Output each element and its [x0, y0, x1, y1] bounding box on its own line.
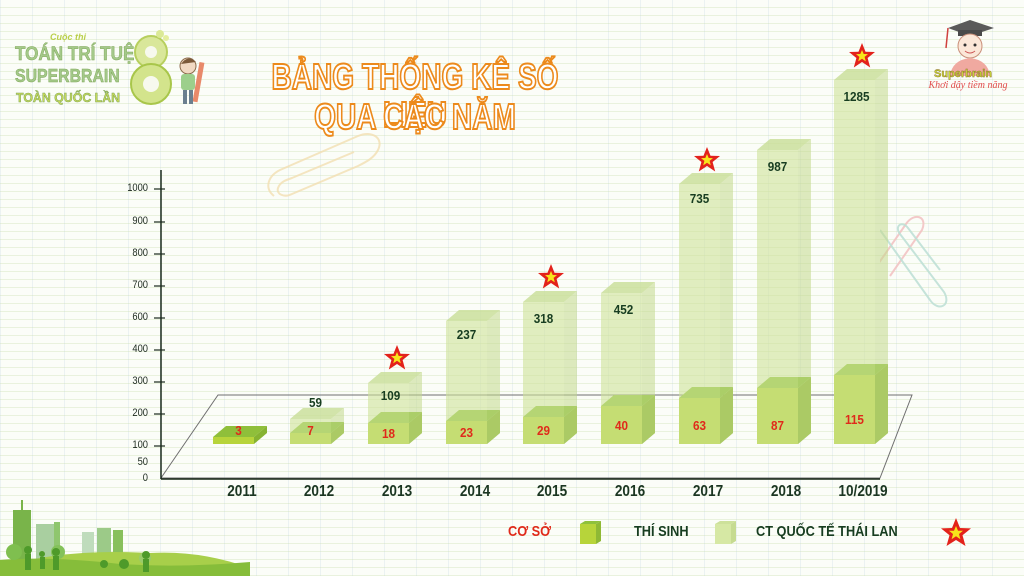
logo-line1: TOÁN TRÍ TUỆ [15, 44, 135, 66]
x-axis-label: 2018 [770, 483, 802, 500]
logo-line2: SUPERBRAIN [15, 66, 120, 87]
co-so-value: 63 [692, 418, 707, 433]
bar-2015 [523, 264, 577, 444]
bar-2016 [601, 282, 655, 444]
co-so-value: 87 [770, 418, 785, 433]
co-so-value: 18 [381, 426, 396, 441]
thi-sinh-value: 735 [689, 191, 710, 206]
slogan-text: Khơi dậy tiềm năng [928, 80, 1008, 91]
y-tick-label: 200 [132, 407, 148, 419]
y-tick-label: 100 [132, 439, 148, 451]
superbrain-brand-text: Superbrain [934, 68, 993, 80]
y-tick-label: 0 [142, 472, 148, 484]
y-tick-label: 400 [132, 343, 148, 355]
number-eight-balloon-icon [130, 30, 172, 105]
thi-sinh-value: 452 [613, 302, 634, 317]
city-landscape-decoration [0, 500, 250, 576]
paperclip-decoration-right-red [880, 215, 948, 308]
bar-2018 [757, 139, 811, 444]
co-so-value: 115 [845, 412, 864, 427]
legend-thi-sinh-label: THÍ SINH [634, 523, 689, 540]
paperclip-decoration-left [267, 132, 381, 197]
thi-sinh-value: 59 [308, 395, 323, 410]
co-so-value: 40 [614, 418, 629, 433]
bar-2012 [290, 408, 344, 444]
graduate-mascot-icon [945, 20, 994, 76]
boy-with-pencil-icon [179, 57, 205, 104]
chart-title-line1: BẢNG THỐNG KÊ SỐ LIỆU [271, 56, 560, 135]
x-axis-label: 2012 [303, 483, 335, 500]
bar-2013 [368, 345, 422, 444]
y-tick-label: 900 [132, 215, 148, 227]
x-axis-label: 2015 [536, 483, 568, 500]
co-so-value: 3 [235, 423, 242, 438]
legend-co-so-label: CƠ SỞ [508, 523, 552, 540]
thi-sinh-value: 109 [380, 388, 401, 403]
x-axis-label: 2016 [614, 483, 646, 500]
thai-intl-star-icon [384, 345, 410, 370]
y-tick-label: 1000 [127, 182, 148, 194]
bar-2017 [679, 147, 733, 444]
y-tick-label: 600 [132, 311, 148, 323]
co-so-value: 29 [536, 423, 551, 438]
bar-2011 [213, 426, 267, 444]
logo-small-text: Cuộc thi [50, 32, 86, 42]
legend-thi-sinh-swatch [715, 521, 736, 544]
legend-co-so-swatch [580, 521, 601, 544]
y-tick-label: 300 [132, 375, 148, 387]
legend-star-icon [941, 518, 971, 546]
x-axis-label: 2013 [381, 483, 413, 500]
legend-ct-quoc-te-label: CT QUỐC TẾ THÁI LAN [756, 523, 898, 540]
thi-sinh-value: 1285 [843, 89, 870, 104]
contest-logo: Cuộc thi TOÁN TRÍ TUỆ SUPERBRAIN TOÀN QU… [6, 14, 211, 106]
y-tick-label: 800 [132, 247, 148, 259]
thi-sinh-value: 237 [456, 327, 477, 342]
x-axis-label: 2017 [692, 483, 724, 500]
thi-sinh-value: 987 [767, 159, 788, 174]
bar-2019 [834, 43, 888, 444]
logo-line3: TOÀN QUỐC LẦN [16, 90, 121, 106]
thi-sinh-value: 318 [533, 311, 554, 326]
y-tick-label: 700 [132, 279, 148, 291]
bar-2014 [446, 310, 500, 444]
x-axis-label: 10/2019 [838, 483, 888, 500]
superbrain-logo: Superbrain Khơi dậy tiềm năng [918, 14, 1018, 94]
thai-intl-star-icon [694, 147, 720, 172]
x-axis-label: 2011 [227, 483, 257, 500]
x-axis-label: 2014 [459, 483, 491, 500]
co-so-value: 7 [307, 423, 314, 438]
thai-intl-star-icon [849, 43, 875, 68]
y-tick-label: 50 [137, 456, 148, 468]
chart-title-line2: QUA CÁC NĂM [313, 96, 516, 137]
co-so-value: 23 [459, 425, 474, 440]
thai-intl-star-icon [538, 264, 564, 289]
chart-legend: CƠ SỞ THÍ SINH CT QUỐC TẾ THÁI LAN [500, 515, 980, 555]
